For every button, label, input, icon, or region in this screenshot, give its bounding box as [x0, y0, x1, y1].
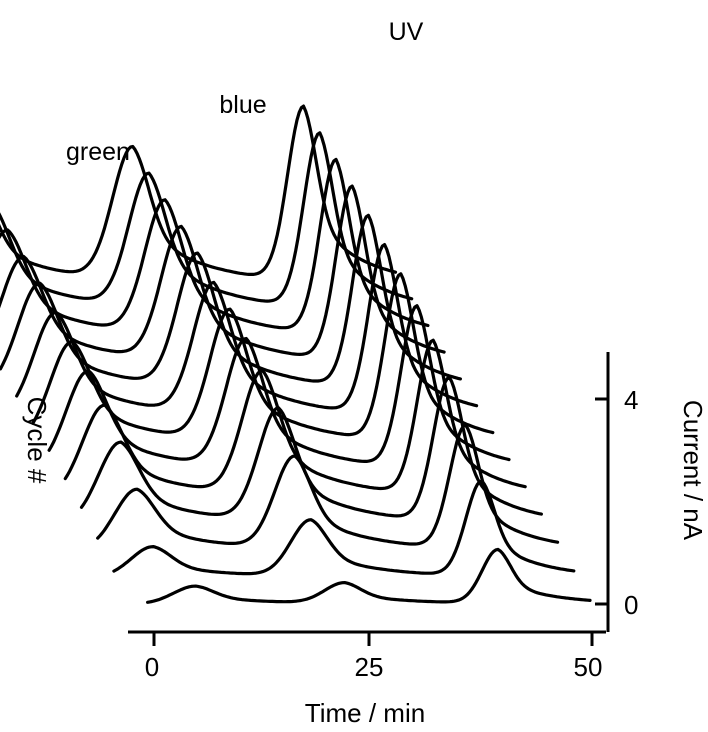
y-tick-label-4: 4	[624, 385, 638, 415]
axes	[128, 352, 610, 646]
right-axis-title: Current / nA	[678, 400, 708, 541]
cycle-trace-7	[31, 272, 495, 437]
cycle-trace-11	[0, 157, 430, 330]
cycle-trace-2	[112, 479, 576, 576]
cycle-trace-5	[63, 338, 527, 491]
y-tick-label-0: 0	[624, 590, 638, 620]
x-tick-label-25: 25	[355, 652, 384, 682]
annotation-blue: blue	[219, 91, 266, 119]
cycle-trace-3	[96, 423, 560, 546]
cycle-trace-1	[146, 547, 592, 604]
x-tick-label-50: 50	[574, 652, 603, 682]
x-tick-label-0: 0	[145, 652, 159, 682]
left-axis-title: Cycle #	[22, 397, 52, 484]
annotation-green: green	[66, 138, 130, 166]
cycle-traces	[0, 104, 592, 604]
x-axis-title: Time / min	[305, 698, 425, 728]
annotation-uv: UV	[389, 18, 424, 46]
